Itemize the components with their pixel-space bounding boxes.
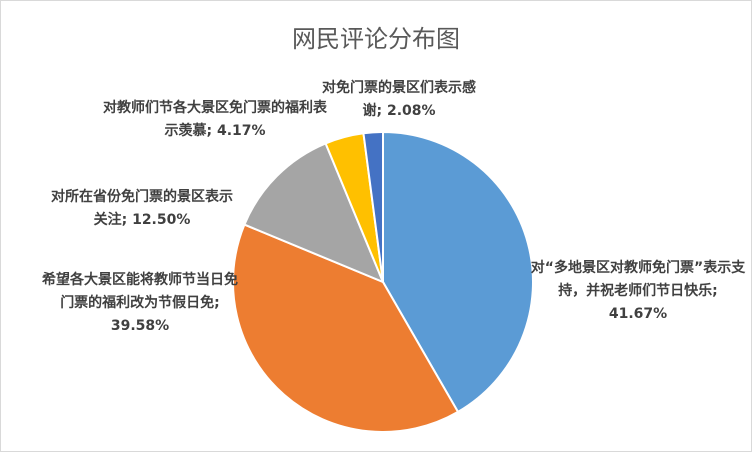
chart-title: 网民评论分布图 — [292, 25, 460, 53]
value-label: 12.50% — [132, 212, 191, 228]
pie-slice — [382, 130, 534, 414]
pie-slice — [362, 130, 384, 283]
slice-label: 对所在省份免门票的景区表示关注; 12.50% — [47, 186, 237, 232]
slice-label: 对“多地景区对教师免门票”表示支持，并祝老师们节日快乐; 41.67% — [527, 257, 749, 326]
pie-slice — [232, 223, 460, 433]
category-label: 对教师们节各大景区免门票的福利表示羡慕; — [103, 100, 327, 139]
slice-label: 对教师们节各大景区免门票的福利表示羡慕; 4.17% — [97, 97, 333, 143]
slice-label: 希望各大景区能将教师节当日免门票的福利改为节假日免; 39.58% — [37, 269, 243, 338]
slice-label: 对免门票的景区们表示感谢; 2.08% — [315, 77, 483, 123]
category-label: 希望各大景区能将教师节当日免门票的福利改为节假日免; — [42, 272, 238, 311]
category-label: 对所在省份免门票的景区表示关注; — [51, 189, 233, 228]
value-label: 2.08% — [386, 103, 436, 119]
pie-slice — [243, 142, 385, 284]
category-label: 对“多地景区对教师免门票”表示支持，并祝老师们节日快乐; — [530, 260, 746, 299]
value-label: 41.67% — [608, 306, 668, 322]
category-label: 对免门票的景区们表示感谢; — [322, 80, 476, 119]
value-label: 4.17% — [216, 123, 266, 139]
value-label: 39.58% — [110, 318, 170, 334]
